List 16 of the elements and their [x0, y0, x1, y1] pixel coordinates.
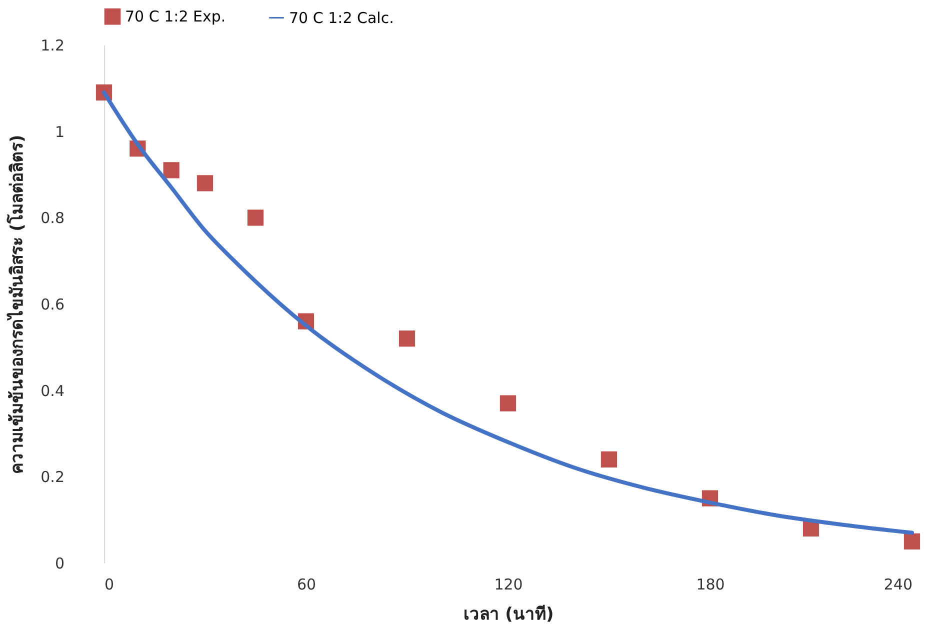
y-tick-label: 0.6 — [40, 296, 64, 314]
legend-label: 70 C 1:2 Exp. — [125, 8, 226, 26]
x-axis-title: เวลา (นาที) — [463, 604, 554, 624]
x-tick-label: 60 — [296, 576, 316, 594]
x-tick-label: 120 — [494, 576, 523, 594]
y-tick-label: 0.8 — [40, 209, 64, 228]
x-tick-label: 180 — [696, 576, 725, 594]
y-tick-label: 0 — [54, 554, 64, 572]
y-tick-label: 1.2 — [40, 36, 64, 54]
y-tick-label: 0.4 — [40, 382, 64, 400]
y-axis-title: ความเข้มข้นของกรดไขมันอิสระ (โมลต่อลิตร) — [6, 134, 28, 474]
x-tick-label: 240 — [884, 576, 912, 594]
y-tick-label: 1 — [54, 122, 64, 141]
legend-label: 70 C 1:2 Calc. — [289, 8, 394, 27]
y-tick-label: 0.2 — [40, 468, 64, 486]
x-tick-label: 0 — [104, 576, 114, 594]
